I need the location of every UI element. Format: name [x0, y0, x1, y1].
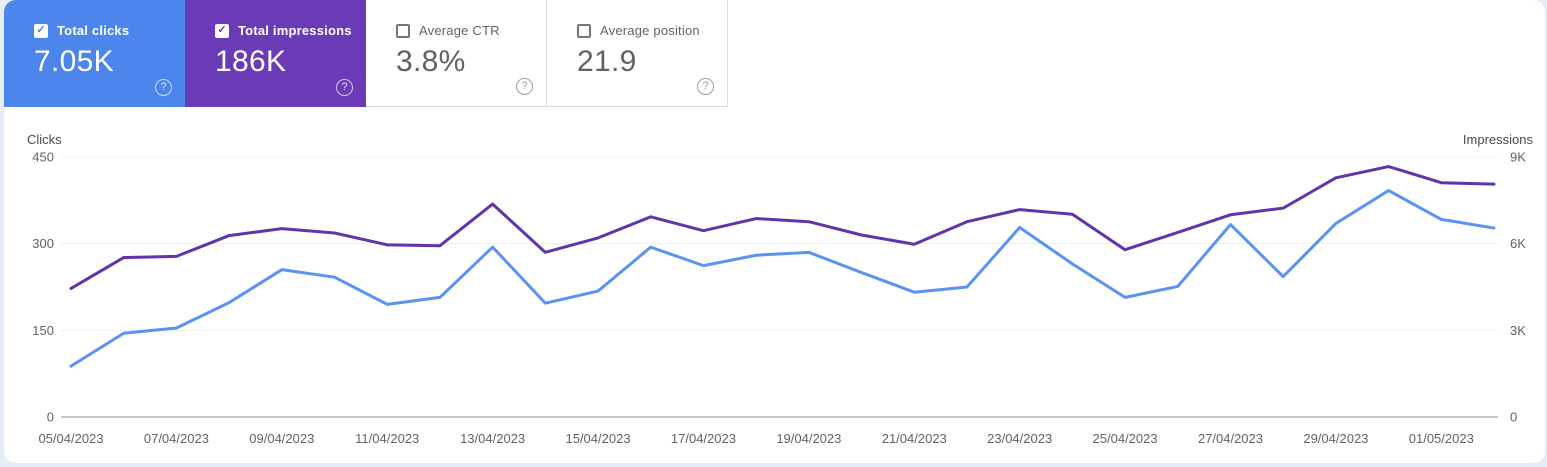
clicks-impressions-line-chart[interactable]: 0 0 150 3K 300 6K 450 9K Clicks Impressions 05/04/… [4, 107, 1545, 463]
performance-panel: ✓ Total clicks 7.05K ? ✓ Total impressio… [4, 0, 1545, 463]
x-axis-date-label: 09/04/2023 [249, 431, 314, 446]
x-axis-date-label: 27/04/2023 [1198, 431, 1263, 446]
right-axis-tick: 9K [1510, 150, 1526, 165]
card-label: Average CTR [419, 23, 500, 38]
left-axis-tick: 450 [32, 150, 54, 165]
right-axis-title: Impressions [1463, 132, 1534, 147]
checkbox-total-impressions[interactable]: ✓ [215, 23, 229, 38]
performance-chart[interactable]: 0 0 150 3K 300 6K 450 9K Clicks Impressions 05/04/… [4, 107, 1545, 463]
x-axis-date-label: 11/04/2023 [355, 431, 419, 446]
x-axis-date-label: 29/04/2023 [1303, 431, 1368, 446]
x-axis-date-label: 23/04/2023 [987, 431, 1052, 446]
card-value: 21.9 [577, 45, 637, 78]
checkbox-average-ctr[interactable] [396, 23, 410, 38]
x-axis-date-label: 05/04/2023 [38, 431, 103, 446]
x-axis-date-label: 21/04/2023 [882, 431, 947, 446]
x-axis-date-label: 17/04/2023 [671, 431, 736, 446]
x-axis-date-label: 07/04/2023 [144, 431, 209, 446]
x-axis-date-label: 01/05/2023 [1409, 431, 1474, 446]
card-value: 7.05K [34, 45, 114, 78]
card-label: Total clicks [57, 23, 130, 38]
card-value: 3.8% [396, 45, 466, 78]
help-icon[interactable]: ? [697, 78, 714, 95]
card-label: Average position [600, 23, 700, 38]
impressions-line[interactable] [69, 165, 1496, 290]
x-axis-date-label: 19/04/2023 [776, 431, 841, 446]
card-value: 186K [215, 45, 287, 78]
card-average-ctr[interactable]: Average CTR 3.8% ? [366, 0, 547, 107]
checkbox-total-clicks[interactable]: ✓ [34, 23, 48, 38]
x-axis-date-label: 25/04/2023 [1093, 431, 1158, 446]
help-icon[interactable]: ? [336, 79, 353, 96]
clicks-line[interactable] [69, 189, 1496, 368]
checkbox-average-position[interactable] [577, 23, 591, 38]
left-axis-tick: 0 [47, 410, 54, 425]
help-icon[interactable]: ? [516, 78, 533, 95]
x-axis-date-label: 13/04/2023 [460, 431, 525, 446]
metric-cards: ✓ Total clicks 7.05K ? ✓ Total impressio… [4, 0, 1545, 107]
x-axis-date-label: 15/04/2023 [565, 431, 630, 446]
card-total-clicks[interactable]: ✓ Total clicks 7.05K ? [4, 0, 185, 107]
right-axis-tick: 0 [1510, 410, 1517, 425]
left-axis-title: Clicks [27, 132, 62, 147]
left-axis-tick: 300 [32, 236, 54, 251]
right-axis-tick: 3K [1510, 323, 1526, 338]
card-total-impressions[interactable]: ✓ Total impressions 186K ? [185, 0, 366, 107]
help-icon[interactable]: ? [155, 79, 172, 96]
left-axis-tick: 150 [32, 323, 54, 338]
card-label: Total impressions [238, 23, 352, 38]
card-average-position[interactable]: Average position 21.9 ? [547, 0, 728, 107]
right-axis-tick: 6K [1510, 236, 1526, 251]
